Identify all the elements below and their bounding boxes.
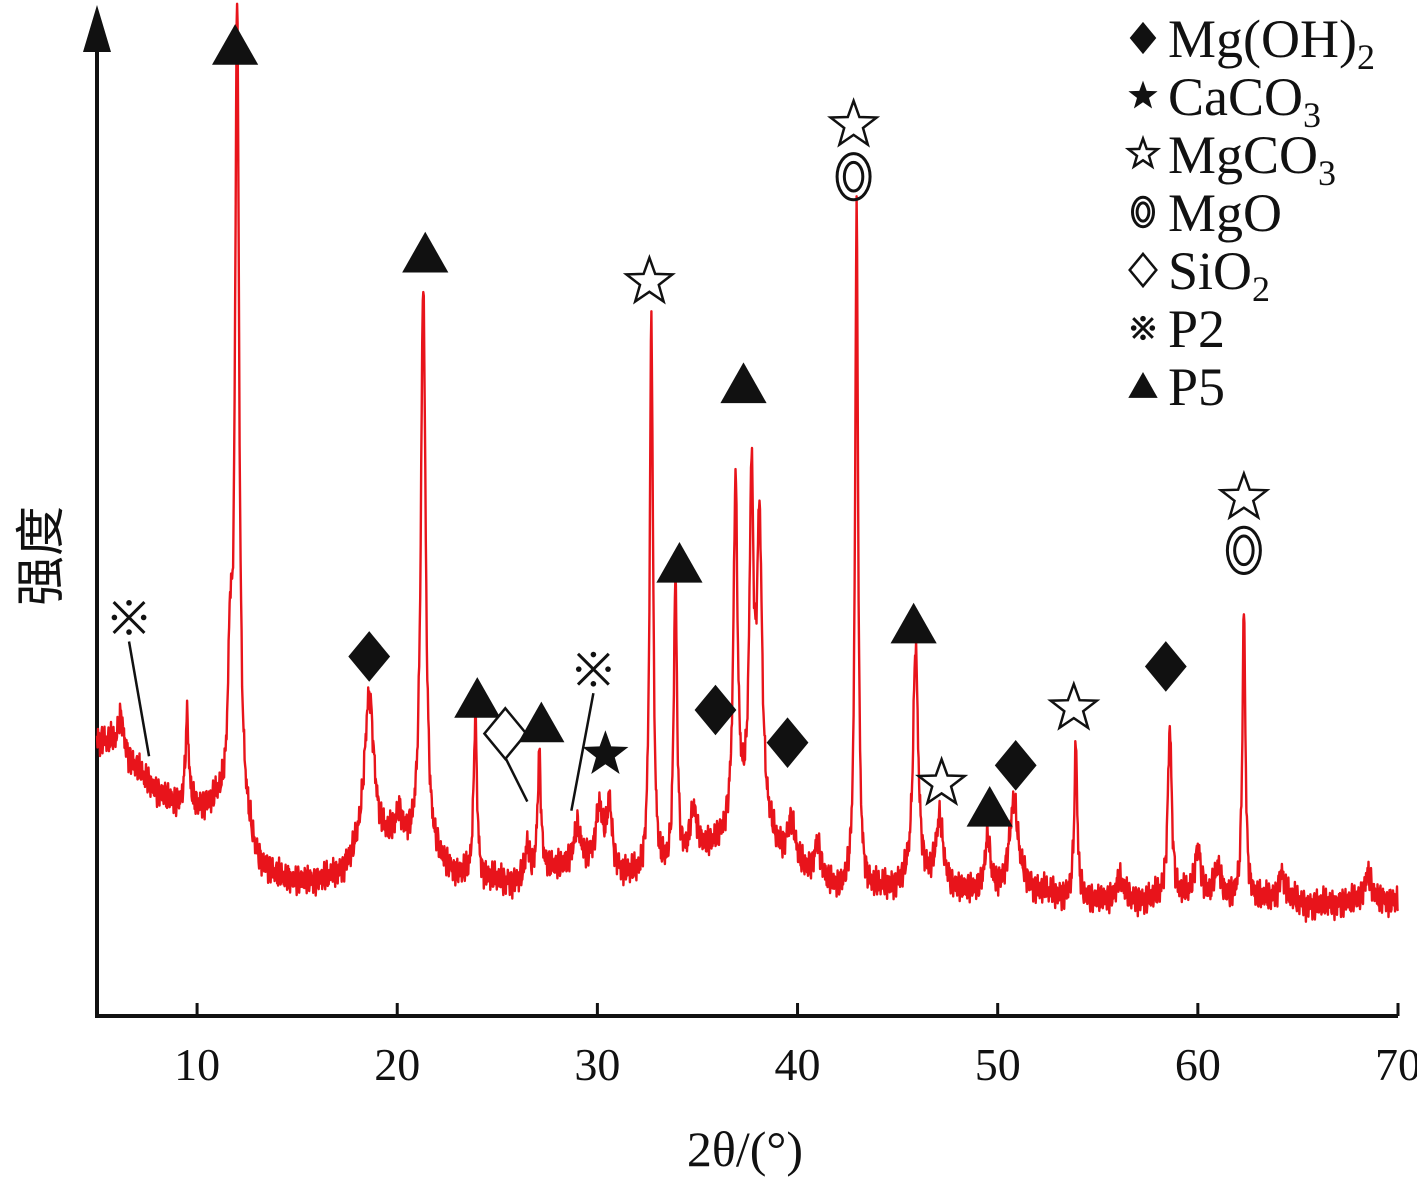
x-tick-label: 10 <box>174 1039 220 1090</box>
phase-marker-star-open <box>1047 680 1101 731</box>
y-axis-arrowhead <box>83 5 111 52</box>
legend-label: MgCO3 <box>1168 125 1336 193</box>
axes: 10 20 30 40 50 60 70 2θ/(°) 强度 <box>13 5 1417 1177</box>
legend-symbol-star-open <box>1124 134 1162 170</box>
legend-symbol-asterism <box>1130 315 1156 341</box>
legend-label: CaCO3 <box>1168 67 1321 135</box>
phase-marker-diamond <box>1144 641 1187 692</box>
phase-marker-star-open <box>915 755 969 806</box>
x-tick-label: 50 <box>975 1039 1021 1090</box>
x-axis-title: 2θ/(°) <box>687 1121 803 1177</box>
phase-marker-star <box>582 730 629 774</box>
phase-marker-triangle <box>212 24 259 65</box>
legend-label-main: SiO <box>1168 241 1252 301</box>
x-tick-label: 70 <box>1375 1039 1417 1090</box>
phase-marker-triangle <box>656 541 703 583</box>
legend-label-main: P2 <box>1168 299 1225 359</box>
phase-marker-diamond <box>994 740 1037 791</box>
legend-label-subscript: 3 <box>1303 95 1321 135</box>
phase-markers <box>111 24 1271 827</box>
phase-marker-asterism <box>111 600 147 635</box>
phase-marker-diamond <box>766 717 809 768</box>
legend-symbol-triangle <box>1128 372 1158 398</box>
legend-label: P5 <box>1168 357 1225 417</box>
legend-label-main: P5 <box>1168 357 1225 417</box>
legend-label-main: MgO <box>1168 183 1282 243</box>
legend-label-subscript: 2 <box>1252 269 1270 309</box>
phase-marker-triangle <box>518 701 565 743</box>
legend-symbol-diamond <box>1129 21 1157 55</box>
annotation-leader <box>504 757 529 803</box>
legend-label-main: CaCO <box>1168 67 1303 127</box>
phase-marker-triangle <box>720 362 767 404</box>
legend-label: SiO2 <box>1168 241 1270 309</box>
series-layer <box>95 2 1400 923</box>
phase-marker-star-open <box>1217 469 1271 521</box>
phase-marker-star-open <box>827 97 881 148</box>
legend-label: MgO <box>1168 183 1282 243</box>
xrd-series-line <box>95 2 1400 923</box>
x-tick-label: 60 <box>1175 1039 1221 1090</box>
x-tick-label: 30 <box>574 1039 620 1090</box>
x-tick-label: 20 <box>374 1039 420 1090</box>
annotation-leader <box>127 641 151 757</box>
phase-marker-double-circle <box>835 152 872 202</box>
phase-marker-triangle <box>966 785 1013 827</box>
annotation-leaders <box>127 641 595 811</box>
legend-symbol-star <box>1128 80 1158 109</box>
phase-marker-diamond-open <box>482 706 528 761</box>
phase-marker-diamond <box>348 631 391 682</box>
phase-marker-diamond <box>694 684 737 736</box>
legend-label: Mg(OH)2 <box>1168 9 1375 77</box>
y-axis-title: 强度 <box>13 506 69 606</box>
phase-marker-star-open <box>622 253 676 305</box>
phase-marker-double-circle <box>1225 525 1262 575</box>
legend-label-main: MgCO <box>1168 125 1318 185</box>
phase-marker-triangle <box>454 677 501 718</box>
phase-marker-asterism <box>575 651 611 687</box>
legend-label: P2 <box>1168 299 1225 359</box>
x-ticks: 10 20 30 40 50 60 70 <box>174 1003 1417 1090</box>
legend-symbol-double-circle <box>1131 195 1155 229</box>
phase-marker-triangle <box>402 231 449 273</box>
legend-label-subscript: 2 <box>1357 37 1375 77</box>
legend-symbol-diamond-open <box>1128 251 1158 289</box>
annotation-leader <box>570 692 595 811</box>
legend-label-subscript: 3 <box>1318 153 1336 193</box>
phase-marker-triangle <box>890 602 937 644</box>
x-tick-label: 40 <box>775 1039 821 1090</box>
legend-label-main: Mg(OH) <box>1168 9 1357 69</box>
